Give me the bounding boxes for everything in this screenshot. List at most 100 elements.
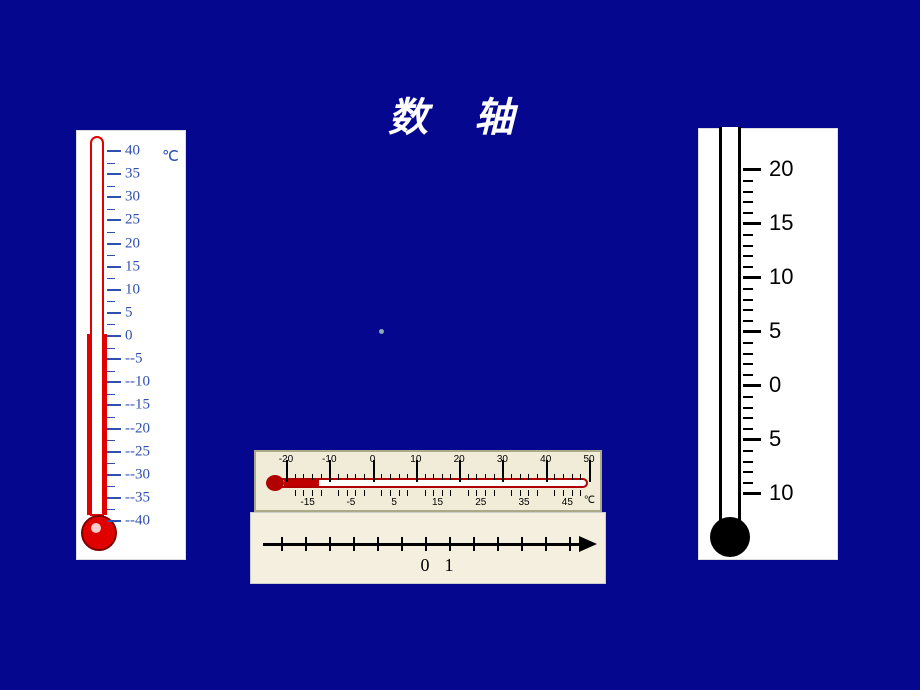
number-line-tick [401, 537, 403, 551]
number-line: 01 [250, 512, 606, 584]
thermometer-left-tick [107, 381, 121, 383]
thermometer-left-tick [107, 428, 121, 430]
thermometer-left-scale: ℃ 4035302520151050--5--10--15--20--25--3… [107, 141, 177, 511]
thermometer-horizontal-minor-tick [347, 490, 348, 496]
thermometer-horizontal-minor-tick [468, 474, 469, 480]
thermometer-horizontal-top-label: 20 [454, 454, 465, 465]
number-line-tick [473, 537, 475, 551]
thermometer-right-minor-tick [743, 288, 753, 290]
thermometer-horizontal-minor-tick [563, 474, 564, 480]
number-line-tick [377, 537, 379, 551]
center-dot [379, 329, 384, 334]
thermometer-left-tick [107, 243, 121, 245]
thermometer-left-minor-tick [107, 417, 115, 418]
thermometer-horizontal-bottom-label: 35 [519, 497, 530, 508]
thermometer-left-minor-tick [107, 440, 115, 441]
thermometer-left: ℃ 4035302520151050--5--10--15--20--25--3… [76, 130, 186, 560]
thermometer-right-minor-tick [743, 461, 753, 463]
thermometer-left-tick [107, 335, 121, 337]
thermometer-right-minor-tick [743, 450, 753, 452]
thermometer-horizontal-minor-tick [347, 474, 348, 480]
thermometer-horizontal-bulb [266, 475, 284, 491]
thermometer-left-tick-label: --5 [125, 351, 143, 368]
thermometer-horizontal-minor-tick [303, 490, 304, 496]
thermometer-left-minor-tick [107, 301, 115, 302]
thermometer-horizontal-minor-tick [295, 474, 296, 480]
thermometer-left-tick [107, 497, 121, 499]
thermometer-right-tick-label: 15 [769, 210, 793, 236]
thermometer-right-minor-tick [743, 320, 753, 322]
thermometer-left-tick-label: --15 [125, 397, 150, 414]
thermometer-left-minor-tick [107, 324, 115, 325]
thermometer-horizontal-minor-tick [537, 474, 538, 480]
thermometer-horizontal-minor-tick [407, 490, 408, 496]
thermometer-horizontal-minor-tick [355, 490, 356, 496]
thermometer-left-tick-label: --30 [125, 466, 150, 483]
number-line-tick [497, 537, 499, 551]
thermometer-right-minor-tick [743, 191, 753, 193]
thermometer-right-tube [719, 127, 741, 522]
thermometer-horizontal-top-label: -10 [322, 454, 336, 465]
thermometer-right-minor-tick [743, 212, 753, 214]
thermometer-right-tick [743, 492, 761, 495]
thermometer-left-minor-tick [107, 509, 115, 510]
thermometer-horizontal-bottom-label: 45 [562, 497, 573, 508]
thermometer-left-tick [107, 474, 121, 476]
thermometer-right-tick-label: 5 [769, 318, 781, 344]
number-line-tick [425, 537, 427, 551]
thermometer-right-minor-tick [743, 234, 753, 236]
thermometer-left-tick-label: 35 [125, 166, 140, 183]
thermometer-left-minor-tick [107, 163, 115, 164]
thermometer-right-tick [743, 276, 761, 279]
thermometer-horizontal-minor-tick [338, 474, 339, 480]
thermometer-horizontal-minor-tick [572, 474, 573, 480]
thermometer-horizontal-minor-tick [442, 474, 443, 480]
thermometer-horizontal-minor-tick [528, 474, 529, 480]
thermometer-right-minor-tick [743, 201, 753, 203]
thermometer-left-tick [107, 266, 121, 268]
page-title: 数 轴 [388, 85, 532, 143]
thermometer-left-tick [107, 150, 121, 152]
thermometer-horizontal-minor-tick [381, 474, 382, 480]
thermometer-left-tick [107, 219, 121, 221]
thermometer-left-tick-label: 25 [125, 212, 140, 229]
thermometer-left-tick-label: 10 [125, 281, 140, 298]
thermometer-horizontal-minor-tick [338, 490, 339, 496]
thermometer-horizontal-unit-label: ℃ [584, 495, 595, 506]
number-line-tick [545, 537, 547, 551]
thermometer-left-tick-label: --25 [125, 443, 150, 460]
number-line-axis [263, 543, 583, 546]
thermometer-horizontal-bottom-label: -5 [346, 497, 355, 508]
thermometer-horizontal-minor-tick [580, 474, 581, 480]
thermometer-horizontal-minor-tick [554, 490, 555, 496]
thermometer-left-tick-label: --20 [125, 420, 150, 437]
thermometer-right-tick [743, 168, 761, 171]
thermometer-horizontal-minor-tick [511, 474, 512, 480]
thermometer-horizontal-minor-tick [494, 474, 495, 480]
thermometer-right-minor-tick [743, 180, 753, 182]
thermometer-horizontal-minor-tick [303, 474, 304, 480]
thermometer-right-tick-label: 5 [769, 426, 781, 452]
number-line-tick [281, 537, 283, 551]
thermometer-left-tick-label: 20 [125, 235, 140, 252]
thermometer-horizontal-minor-tick [554, 474, 555, 480]
thermometer-left-tick-label: 0 [125, 328, 133, 345]
thermometer-left-minor-tick [107, 463, 115, 464]
thermometer-horizontal-minor-tick [321, 490, 322, 496]
thermometer-horizontal-minor-tick [572, 490, 573, 496]
thermometer-right-tick [743, 438, 761, 441]
thermometer-horizontal-minor-tick [321, 474, 322, 480]
number-line-label: 1 [445, 555, 454, 576]
number-line-tick [449, 537, 451, 551]
number-line-tick [329, 537, 331, 551]
thermometer-left-tick [107, 404, 121, 406]
thermometer-horizontal-top-label: 30 [497, 454, 508, 465]
thermometer-left-tick [107, 451, 121, 453]
thermometer-horizontal-minor-tick [407, 474, 408, 480]
thermometer-horizontal-minor-tick [442, 490, 443, 496]
thermometer-horizontal-minor-tick [381, 490, 382, 496]
thermometer-left-tube [90, 136, 104, 516]
thermometer-right-minor-tick [743, 374, 753, 376]
thermometer-horizontal-bottom-label: 5 [391, 497, 397, 508]
thermometer-right-minor-tick [743, 428, 753, 430]
